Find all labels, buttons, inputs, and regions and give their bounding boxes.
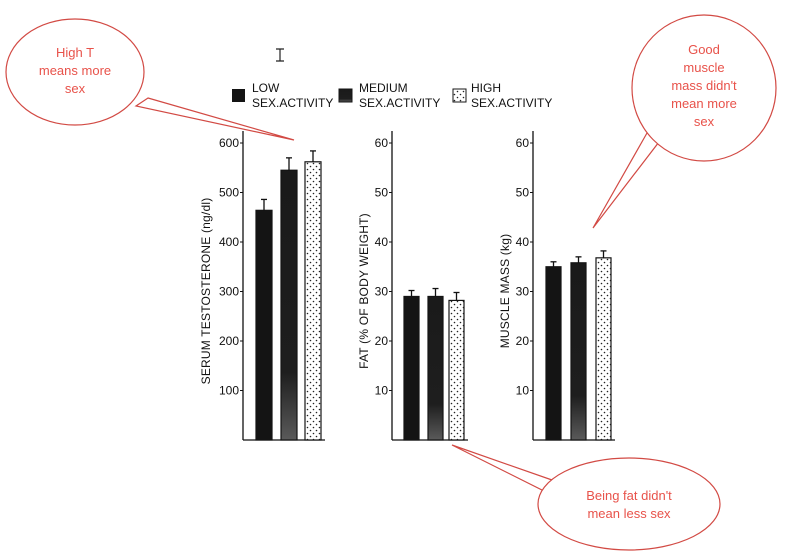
y-tick-label: 20 bbox=[375, 334, 389, 348]
testosterone-panel: SERUM TESTOSTERONE (ng/dl) 100 200 300 400 5… bbox=[199, 131, 325, 441]
legend-swatch-low bbox=[232, 89, 245, 102]
legend-label-high-line1: HIGH bbox=[471, 81, 501, 95]
bar bbox=[448, 299, 465, 441]
y-axis-title: MUSCLE MASS (kg) bbox=[498, 234, 512, 349]
fat-panel: FAT (% OF BODY WEIGHT) 10 20 30 40 50 60 bbox=[357, 131, 468, 441]
annotation-line: mean less sex bbox=[587, 506, 671, 521]
y-tick-label: 30 bbox=[375, 285, 389, 299]
bar bbox=[304, 161, 322, 441]
bar bbox=[427, 295, 444, 441]
y-tick-label: 50 bbox=[516, 186, 530, 200]
annotation-line: means more bbox=[39, 63, 111, 78]
y-tick-label: 200 bbox=[219, 334, 239, 348]
muscle-mass-panel: MUSCLE MASS (kg) 10 20 30 40 50 60 bbox=[498, 131, 615, 441]
y-tick-label: 20 bbox=[516, 334, 530, 348]
legend-label-high-line2: SEX.ACTIVITY bbox=[471, 96, 552, 110]
legend: LOW SEX.ACTIVITY MEDIUM SEX.ACTIVITY HIG… bbox=[232, 81, 552, 110]
legend-label-medium-line2: SEX.ACTIVITY bbox=[359, 96, 440, 110]
y-tick-label: 60 bbox=[516, 136, 530, 150]
annotation-line: mass didn't bbox=[671, 78, 737, 93]
bar bbox=[255, 209, 273, 441]
text-cursor-icon bbox=[276, 48, 284, 62]
y-tick-label: 300 bbox=[219, 285, 239, 299]
annotation-line: muscle bbox=[683, 60, 724, 75]
bar bbox=[403, 295, 420, 441]
annotation-high-t: High T means more sex bbox=[5, 18, 295, 141]
annotation-line: sex bbox=[65, 81, 86, 96]
bar bbox=[595, 257, 612, 441]
annotation-muscle: Good muscle mass didn't mean more sex bbox=[592, 14, 777, 229]
legend-swatch-high bbox=[452, 88, 467, 103]
annotation-line: mean more bbox=[671, 96, 737, 111]
y-tick-label: 30 bbox=[516, 285, 530, 299]
annotation-line: High T bbox=[56, 45, 94, 60]
y-tick-label: 60 bbox=[375, 136, 389, 150]
bar bbox=[280, 169, 298, 441]
annotation-line: Being fat didn't bbox=[586, 488, 672, 503]
y-tick-label: 400 bbox=[219, 235, 239, 249]
y-tick-label: 50 bbox=[375, 186, 389, 200]
bar bbox=[545, 266, 562, 441]
y-axis-title: FAT (% OF BODY WEIGHT) bbox=[357, 213, 371, 369]
legend-label-low-line1: LOW bbox=[252, 81, 280, 95]
annotation-line: Good bbox=[688, 42, 720, 57]
y-tick-label: 100 bbox=[219, 384, 239, 398]
legend-label-low-line2: SEX.ACTIVITY bbox=[252, 96, 333, 110]
y-tick-label: 10 bbox=[516, 384, 530, 398]
annotation-fat: Being fat didn't mean less sex bbox=[451, 444, 721, 551]
y-tick-label: 40 bbox=[516, 235, 530, 249]
legend-swatch-medium bbox=[338, 88, 353, 103]
y-tick-label: 600 bbox=[219, 136, 239, 150]
y-tick-label: 40 bbox=[375, 235, 389, 249]
y-tick-label: 10 bbox=[375, 384, 389, 398]
y-tick-label: 500 bbox=[219, 186, 239, 200]
bar bbox=[570, 262, 587, 441]
annotation-line: sex bbox=[694, 114, 715, 129]
legend-label-medium-line1: MEDIUM bbox=[359, 81, 408, 95]
y-axis-title: SERUM TESTOSTERONE (ng/dl) bbox=[199, 198, 213, 385]
